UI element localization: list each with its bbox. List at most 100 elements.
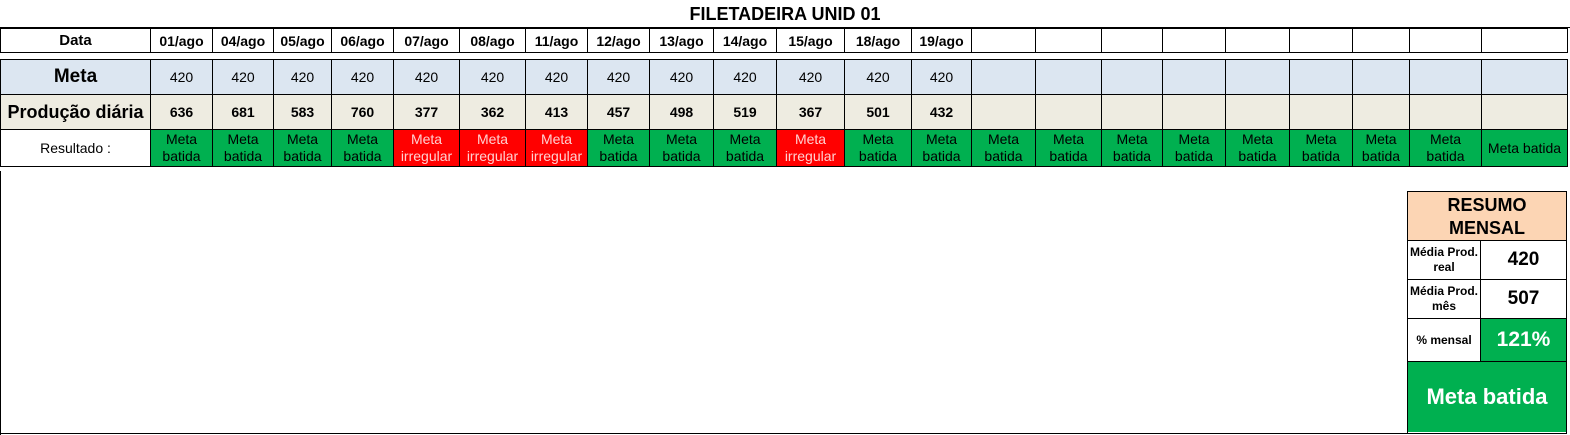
meta-cell[interactable]: 420 [713,59,777,95]
meta-cell[interactable]: 420 [525,59,588,95]
meta-cell[interactable]: 420 [587,59,650,95]
meta-cell[interactable] [1035,59,1102,95]
result-cell[interactable]: Meta batida [1035,129,1102,167]
date-cell[interactable] [1101,28,1163,53]
date-cell[interactable] [1409,28,1482,53]
production-cell[interactable]: 432 [911,94,972,130]
result-cell[interactable]: Meta batida [1409,129,1482,167]
date-cell[interactable] [1352,28,1410,53]
date-cell[interactable]: 13/ago [649,28,714,53]
production-cell[interactable]: 498 [649,94,714,130]
date-cell[interactable] [1035,28,1102,53]
percent-label: % mensal [1408,319,1481,361]
production-cell[interactable]: 457 [587,94,650,130]
result-cell[interactable]: Meta batida [713,129,777,167]
date-cell[interactable]: 06/ago [331,28,394,53]
meta-cell[interactable]: 420 [212,59,274,95]
date-cell[interactable]: 11/ago [525,28,588,53]
production-table: Data 01/ago 04/ago 05/ago 06/ago 07/ago 08/ag… [0,28,1568,167]
date-row-label: Data [0,28,151,53]
result-cell[interactable]: Meta irregular [776,129,845,167]
date-cell[interactable]: 18/ago [844,28,912,53]
date-cell[interactable]: 08/ago [459,28,526,53]
production-cell[interactable]: 377 [393,94,460,130]
summary-status: Meta batida [1408,362,1566,432]
production-cell[interactable]: 636 [150,94,213,130]
production-cell[interactable]: 413 [525,94,588,130]
result-cell[interactable]: Meta irregular [525,129,588,167]
production-cell[interactable]: 519 [713,94,777,130]
production-cell[interactable]: 583 [273,94,332,130]
meta-cell[interactable]: 420 [393,59,460,95]
avg-real-label: Média Prod. real [1408,241,1481,279]
date-cell[interactable] [1481,28,1568,53]
date-cell[interactable]: 04/ago [212,28,274,53]
meta-cell[interactable]: 420 [844,59,912,95]
date-cell[interactable] [971,28,1036,53]
meta-cell[interactable]: 420 [911,59,972,95]
result-cell[interactable]: Meta batida [273,129,332,167]
production-cell[interactable] [1035,94,1102,130]
meta-cell[interactable]: 420 [649,59,714,95]
result-cell[interactable]: Meta batida [1101,129,1163,167]
result-cell[interactable]: Meta batida [587,129,650,167]
result-cell[interactable]: Meta batida [150,129,213,167]
result-cell[interactable]: Meta batida [1289,129,1353,167]
meta-cell[interactable] [1101,59,1163,95]
result-cell[interactable]: Meta batida [1352,129,1410,167]
production-cell[interactable] [1409,94,1482,130]
production-cell[interactable] [971,94,1036,130]
date-cell[interactable]: 14/ago [713,28,777,53]
production-cell[interactable] [1162,94,1226,130]
production-cell[interactable] [1289,94,1353,130]
meta-row: Meta 420 420 420 420 420 420 420 420 420 420 420 42… [0,59,1568,95]
result-cell[interactable]: Meta batida [1225,129,1290,167]
date-cell[interactable] [1225,28,1290,53]
production-cell[interactable]: 362 [459,94,526,130]
result-text: Meta batida [662,131,701,164]
result-cell[interactable]: Meta batida [1481,129,1568,167]
meta-cell[interactable] [1162,59,1226,95]
avg-month-label: Média Prod. mês [1408,280,1481,318]
spacer-row [0,52,1568,60]
date-cell[interactable]: 05/ago [273,28,332,53]
date-cell[interactable]: 07/ago [393,28,460,53]
date-cell[interactable] [1289,28,1353,53]
result-cell[interactable]: Meta batida [971,129,1036,167]
production-cell[interactable]: 501 [844,94,912,130]
date-cell[interactable]: 01/ago [150,28,213,53]
result-cell[interactable]: Meta batida [911,129,972,167]
production-cell[interactable] [1481,94,1568,130]
meta-cell[interactable] [1289,59,1353,95]
meta-cell[interactable]: 420 [150,59,213,95]
result-cell[interactable]: Meta batida [844,129,912,167]
frame-left-border [0,171,1,435]
result-cell[interactable]: Meta irregular [459,129,526,167]
production-cell[interactable] [1352,94,1410,130]
date-cell[interactable] [1162,28,1226,53]
percent-value: 121% [1481,319,1566,361]
date-cell[interactable]: 19/ago [911,28,972,53]
meta-cell[interactable] [1225,59,1290,95]
result-cell[interactable]: Meta irregular [393,129,460,167]
meta-cell[interactable] [1481,59,1568,95]
meta-cell[interactable]: 420 [331,59,394,95]
meta-cell[interactable]: 420 [459,59,526,95]
production-cell[interactable]: 681 [212,94,274,130]
meta-cell[interactable] [971,59,1036,95]
meta-cell[interactable]: 420 [273,59,332,95]
result-cell[interactable]: Meta batida [212,129,274,167]
date-cell[interactable]: 12/ago [587,28,650,53]
production-cell[interactable]: 367 [776,94,845,130]
avg-real-value: 420 [1507,249,1540,270]
meta-cell[interactable] [1409,59,1482,95]
result-cell[interactable]: Meta batida [331,129,394,167]
meta-cell[interactable]: 420 [776,59,845,95]
production-cell[interactable] [1101,94,1163,130]
result-cell[interactable]: Meta batida [1162,129,1226,167]
meta-cell[interactable] [1352,59,1410,95]
date-cell[interactable]: 15/ago [776,28,845,53]
production-cell[interactable] [1225,94,1290,130]
production-cell[interactable]: 760 [331,94,394,130]
result-cell[interactable]: Meta batida [649,129,714,167]
